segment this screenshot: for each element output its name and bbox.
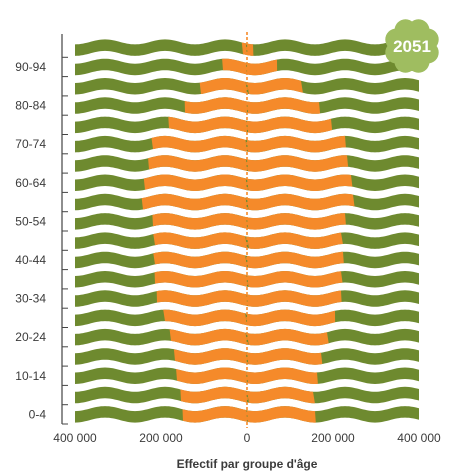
bar-left-10-14 (176, 367, 247, 384)
bar-left-50-54 (152, 213, 247, 230)
bar-right-0-4 (247, 406, 316, 423)
x-tick-label: 0 (244, 431, 251, 445)
x-axis-labels: 400 000 200 000 0 200 000 400 000 (53, 431, 441, 445)
bar-right-25-29 (247, 309, 336, 327)
bar-left-20-24 (169, 328, 247, 346)
y-tick-label: 90-94 (15, 60, 46, 74)
total-band-15-19 (75, 348, 419, 365)
bar-left-95+ (241, 42, 247, 56)
total-band-10-14 (75, 367, 419, 384)
bar-left-70-74 (151, 135, 247, 153)
x-tick-label: 200 000 (311, 431, 355, 445)
bar-left-60-64 (143, 174, 247, 191)
total-band-80-84 (75, 97, 419, 114)
bar-right-30-34 (247, 290, 342, 307)
bar-left-55-59 (141, 193, 247, 211)
x-tick-label: 400 000 (53, 431, 97, 445)
bar-left-15-19 (173, 348, 247, 365)
total-band-5-9 (75, 386, 419, 404)
bar-right-75-79 (247, 116, 333, 134)
bar-left-0-4 (182, 406, 247, 423)
bar-right-55-59 (247, 193, 355, 211)
y-tick-label: 30-34 (15, 292, 46, 306)
bar-right-40-44 (247, 251, 344, 269)
bar-left-75-79 (168, 116, 247, 134)
bar-right-35-39 (247, 271, 343, 288)
bar-right-95+ (247, 43, 254, 56)
bar-left-5-9 (180, 386, 247, 404)
y-tick-label: 20-24 (15, 330, 46, 344)
bar-right-60-64 (247, 174, 353, 191)
bar-left-80-84 (184, 97, 247, 114)
bar-right-50-54 (247, 213, 346, 230)
x-tick-label: 400 000 (397, 431, 441, 445)
bar-right-90-94 (247, 59, 278, 76)
y-tick-label: 80-84 (15, 99, 46, 113)
x-tick-label: 200 000 (139, 431, 183, 445)
y-tick-label: 50-54 (15, 214, 46, 228)
y-tick-label: 60-64 (15, 176, 46, 190)
y-axis-labels: 0-4 10-14 20-24 30-34 40-44 50-54 60-64 70-74 80… (15, 60, 46, 421)
bar-left-40-44 (153, 251, 247, 269)
bar-right-10-14 (247, 367, 318, 384)
bar-right-85-89 (247, 78, 303, 95)
bars-layer (75, 39, 419, 423)
bar-left-30-34 (156, 290, 247, 307)
badge-center (393, 27, 431, 65)
bar-right-15-19 (247, 348, 323, 365)
bar-right-70-74 (247, 135, 346, 153)
year-badge-label: 2051 (393, 37, 431, 56)
flower-badge-icon (385, 19, 439, 73)
bar-right-20-24 (247, 328, 329, 346)
year-badge: 2051 (385, 19, 439, 73)
bar-right-80-84 (247, 97, 321, 114)
total-band-90-94 (75, 58, 419, 76)
y-tick-label: 40-44 (15, 253, 46, 267)
bar-left-85-89 (199, 78, 247, 94)
bar-right-65-69 (247, 155, 349, 172)
bar-left-45-49 (153, 232, 247, 249)
y-tick-label: 0-4 (29, 407, 47, 421)
bar-left-90-94 (222, 58, 247, 75)
x-axis-title: Effectif par groupe d'âge (177, 457, 318, 471)
y-tick-label: 10-14 (15, 369, 46, 383)
y-tick-label: 70-74 (15, 137, 46, 151)
bar-left-35-39 (154, 271, 247, 288)
bar-left-65-69 (148, 155, 247, 172)
total-band-85-89 (75, 78, 419, 95)
bar-left-25-29 (163, 309, 247, 327)
y-axis-ticks (62, 56, 68, 425)
bar-right-45-49 (247, 232, 343, 249)
bar-right-5-9 (247, 386, 315, 404)
